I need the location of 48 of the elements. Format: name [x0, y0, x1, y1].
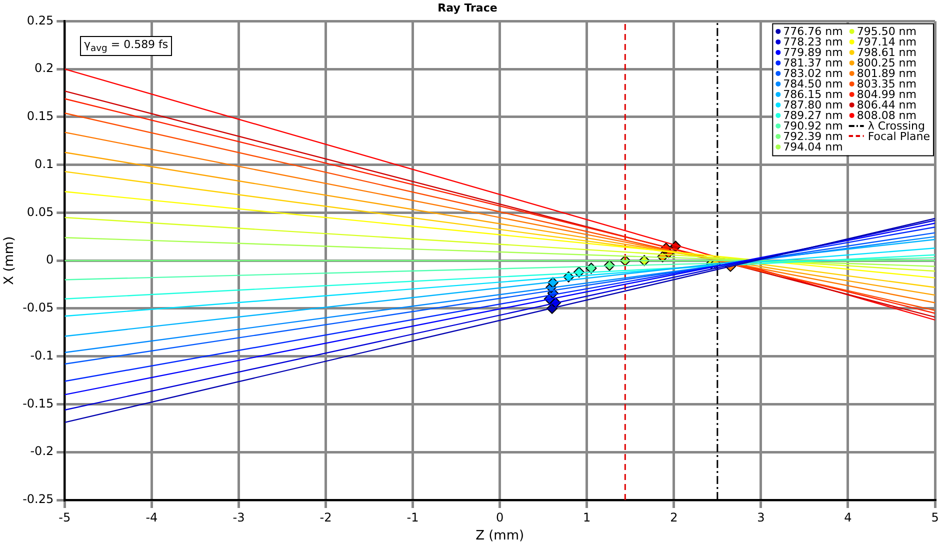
x-tick-label: 2	[670, 510, 678, 524]
chart-title: Ray Trace	[438, 1, 498, 14]
legend-label: 786.15 nm	[783, 88, 843, 101]
x-tick-label: -1	[406, 510, 419, 524]
x-tick-label: 3	[757, 510, 765, 524]
y-tick-label: 0.2	[34, 61, 54, 76]
legend-label: 776.76 nm	[783, 24, 843, 38]
y-tick-label: -0.05	[22, 300, 54, 315]
legend-label: 803.35 nm	[856, 77, 917, 90]
legend-label: 784.50 nm	[783, 77, 843, 90]
y-tick-label: -0.1	[30, 348, 54, 362]
legend-label: 801.89 nm	[856, 66, 917, 80]
x-tick-label: 1	[583, 510, 591, 524]
legend-label: 787.80 nm	[783, 98, 843, 112]
legend-label: 781.37 nm	[783, 56, 843, 70]
x-tick-label: 0	[496, 510, 504, 524]
y-tick-label: 0.05	[26, 204, 54, 219]
y-tick-label: 0.15	[26, 109, 54, 124]
legend-label: 804.99 nm	[856, 88, 917, 101]
x-tick-label: -5	[58, 510, 71, 524]
y-tick-label: 0.1	[34, 156, 54, 171]
legend-label: 794.04 nm	[783, 140, 843, 154]
y-tick-label: -0.2	[30, 444, 54, 458]
legend-label: 806.44 nm	[856, 98, 917, 112]
legend-label: 795.50 nm	[856, 24, 917, 38]
y-axis-title: X (mm)	[2, 236, 18, 285]
legend-label: 792.39 nm	[783, 130, 843, 143]
y-tick-label: 0.25	[26, 13, 54, 28]
legend-label: 800.25 nm	[856, 56, 917, 70]
y-tick-label: 0	[46, 252, 54, 267]
legend-label: 789.27 nm	[783, 108, 843, 122]
x-tick-label: -2	[320, 510, 332, 524]
legend-label: 778.23 nm	[783, 35, 843, 48]
y-tick-label: -0.15	[22, 396, 54, 410]
x-tick-label: 5	[931, 510, 939, 524]
legend-label: 798.61 nm	[856, 46, 917, 59]
annotation: γ$_{avg}$ = 0.589 fs	[80, 36, 172, 56]
legend-label: 797.14 nm	[856, 35, 917, 48]
x-tick-label: 4	[844, 510, 852, 524]
legend-label: 779.89 nm	[783, 46, 843, 59]
x-tick-label: -4	[146, 510, 158, 524]
legend-label: 783.02 nm	[783, 66, 843, 80]
legend-label: 790.92 nm	[783, 119, 843, 132]
x-tick-label: -3	[232, 510, 245, 524]
legend-label: 808.08 nm	[856, 108, 917, 122]
legend-label: λ Crossing	[868, 119, 925, 132]
x-axis-title: Z (mm)	[476, 528, 524, 544]
y-tick-label: -0.25	[22, 492, 54, 506]
